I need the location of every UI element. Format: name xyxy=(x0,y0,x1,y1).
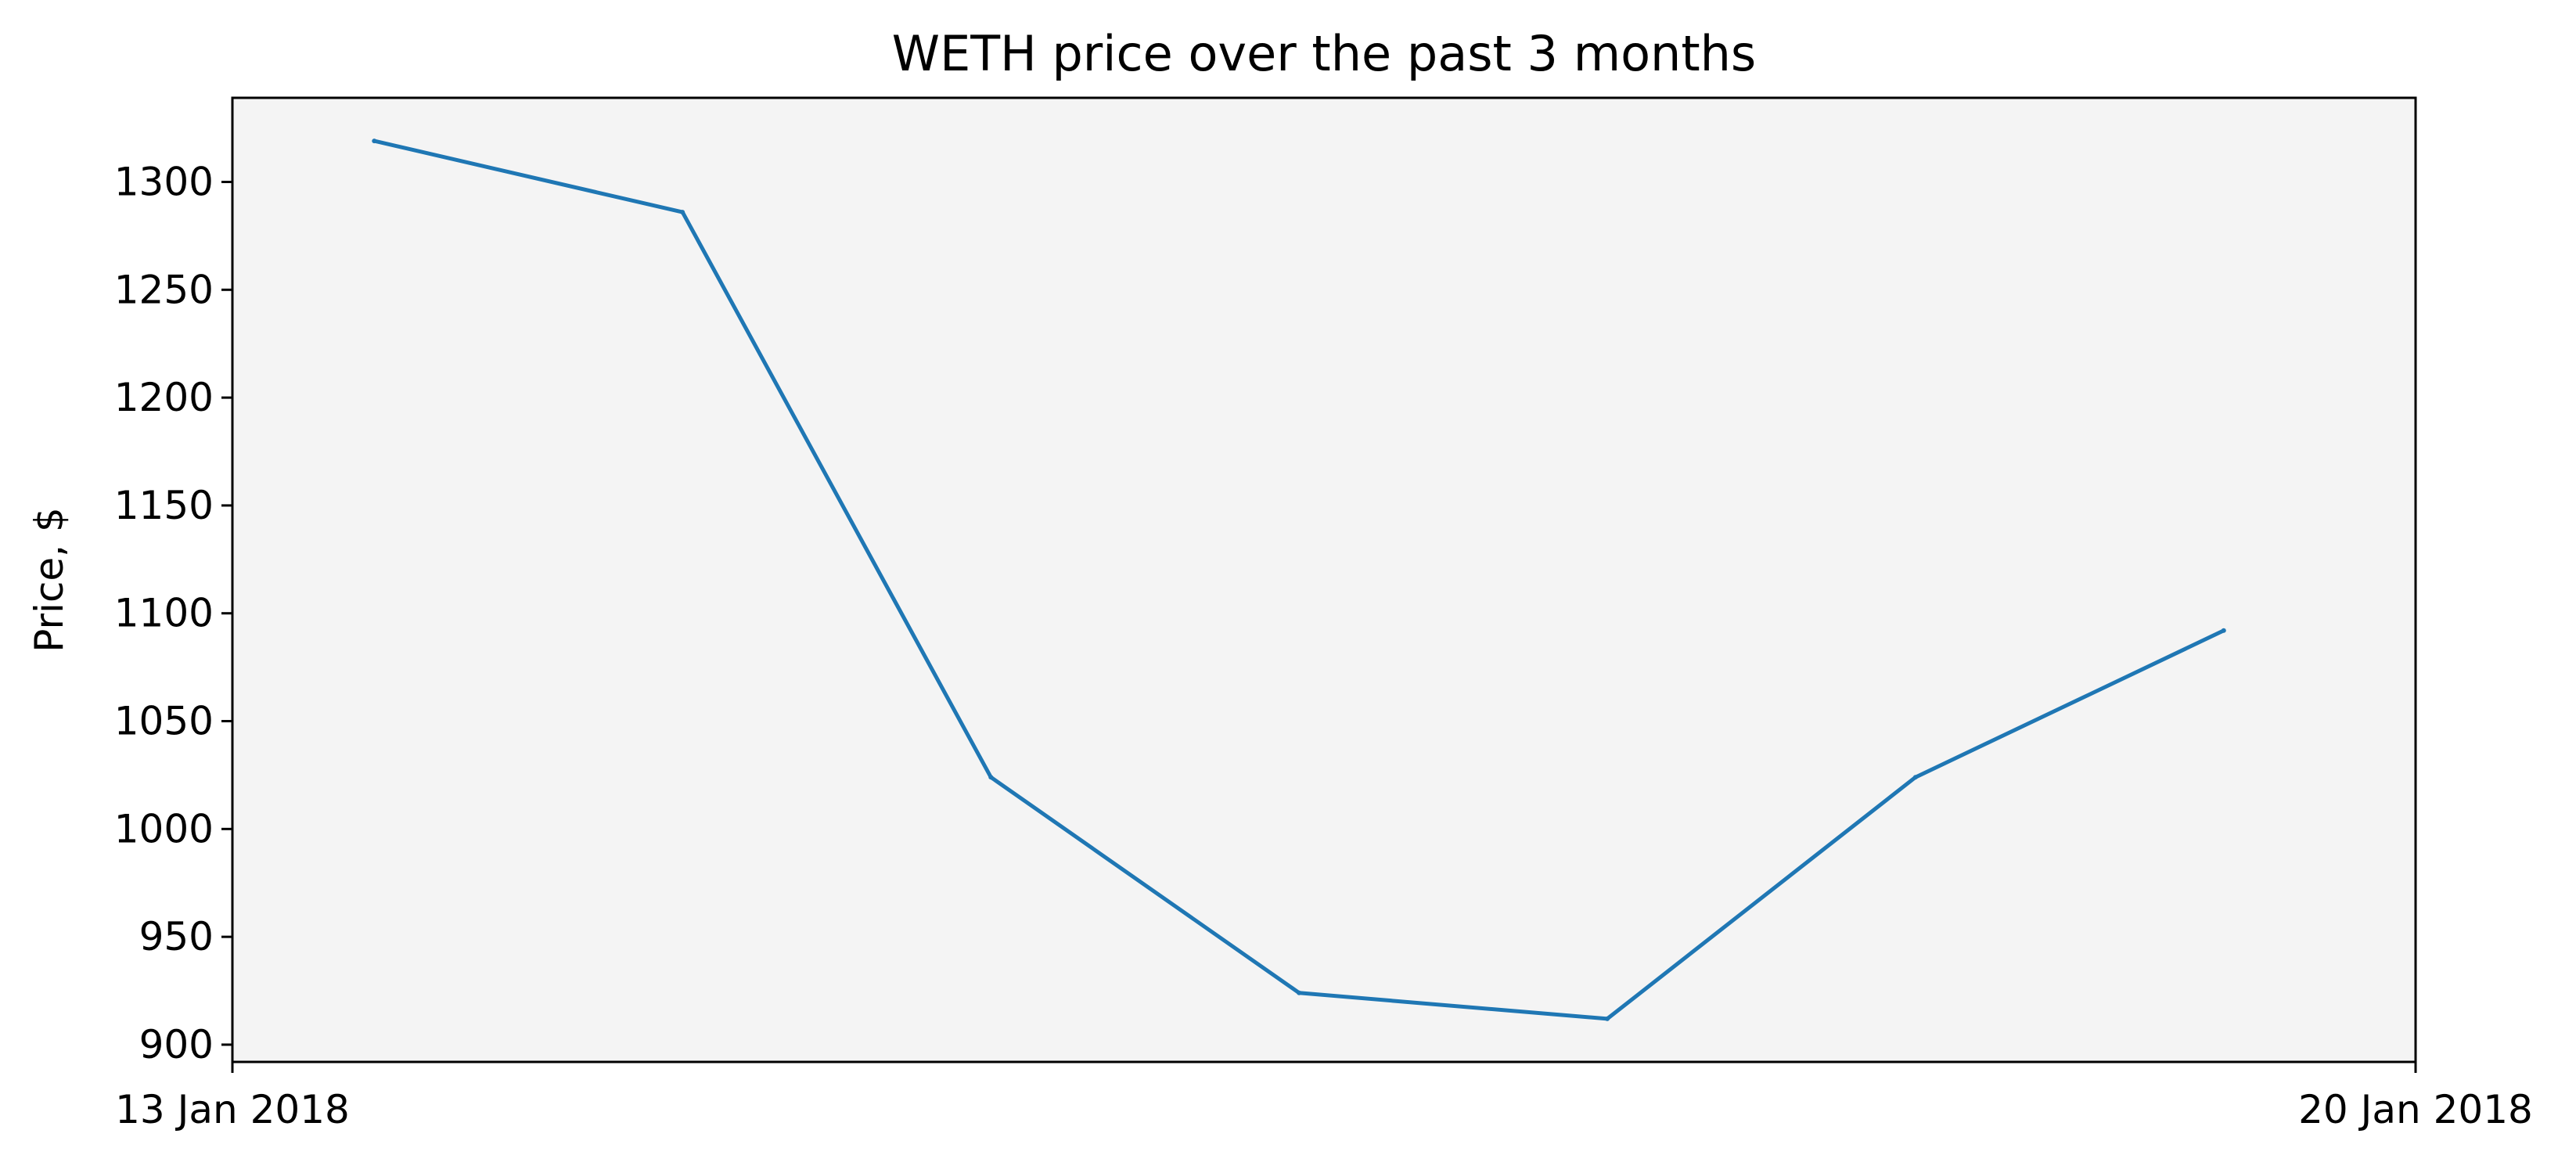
y-tick-label: 1150 xyxy=(114,483,214,528)
data-point xyxy=(988,775,994,780)
data-point xyxy=(680,210,685,215)
x-tick-label: 20 Jan 2018 xyxy=(2298,1087,2533,1132)
data-point xyxy=(372,139,377,144)
y-tick-label: 1050 xyxy=(114,699,214,744)
y-tick-label: 1300 xyxy=(114,159,214,204)
y-tick-label: 1250 xyxy=(114,267,214,312)
data-point xyxy=(1912,775,1918,780)
x-tick-label: 13 Jan 2018 xyxy=(115,1087,350,1132)
data-point xyxy=(2221,628,2226,633)
y-axis-label: Price, $ xyxy=(27,507,72,653)
data-point xyxy=(1297,990,1302,995)
y-tick-label: 950 xyxy=(139,914,214,959)
y-tick-label: 1000 xyxy=(114,806,214,851)
y-tick-label: 1100 xyxy=(114,591,214,636)
y-tick-label: 1200 xyxy=(114,375,214,420)
y-tick-label: 900 xyxy=(139,1022,214,1067)
plot-background xyxy=(232,98,2416,1062)
y-axis: 900 950 1000 1050 1100 1150 1200 1250 1300 xyxy=(114,159,232,1067)
data-point xyxy=(1605,1016,1610,1021)
x-axis: 13 Jan 2018 20 Jan 2018 xyxy=(115,1062,2533,1132)
data-points xyxy=(372,139,2226,1021)
chart-title: WETH price over the past 3 months xyxy=(892,25,1756,82)
plot-frame xyxy=(231,96,2417,1063)
